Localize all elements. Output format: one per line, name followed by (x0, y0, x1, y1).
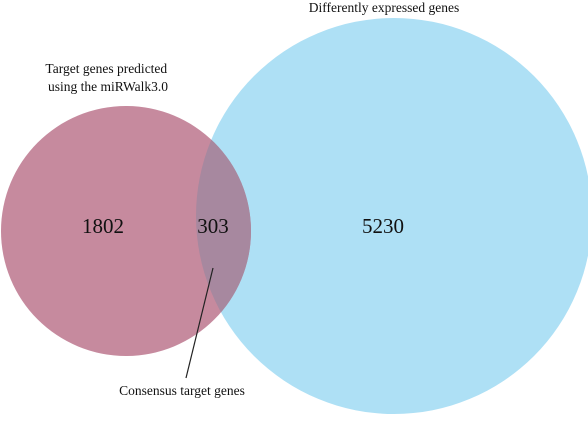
set-mirwalk-label-line-2: using the miRWalk3.0 (48, 79, 168, 94)
overlap-callout-line (185, 267, 214, 379)
deg-only-count: 5230 (362, 214, 404, 238)
set-deg-label-line-1: Differently expressed genes (309, 0, 459, 15)
set-deg-label: Differently expressed genes (309, 0, 459, 15)
set-mirwalk-label: Target genes predicted using the miRWalk… (45, 61, 170, 94)
mirwalk-only-count: 1802 (82, 214, 124, 238)
set-mirwalk-circle (1, 106, 251, 356)
set-mirwalk-label-line-1: Target genes predicted (45, 61, 167, 76)
set-deg-circle (196, 18, 588, 414)
overlap-count: 303 (197, 214, 229, 238)
overlap-callout-label: Consensus target genes (119, 383, 245, 398)
